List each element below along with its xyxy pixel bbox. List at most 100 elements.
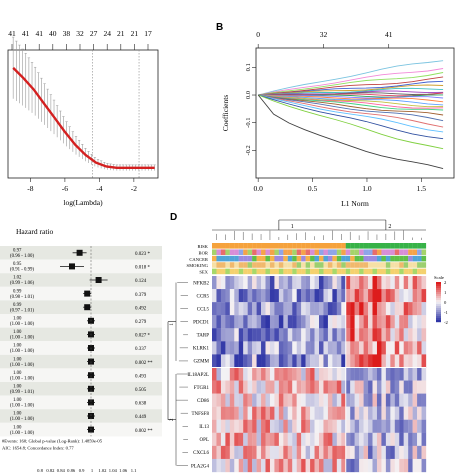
heat-cell-7-30 [345,367,351,381]
heat-cell-9-7 [243,393,248,407]
heat-cell-2-45 [412,302,418,316]
heat-cell-4-21 [305,328,311,342]
gene-label-opl: OPL [200,438,209,443]
heat-cell-2-0 [212,302,217,316]
heat-cell-14-21 [305,458,311,473]
heat-cell-7-3 [225,367,230,381]
annotation-cell-3-23 [314,262,320,268]
annotation-cell-1-13 [269,249,275,255]
heat-cell-10-46 [417,406,422,420]
heat-cell-3-6 [238,315,244,329]
heat-cell-5-19 [296,341,302,355]
heat-cell-14-16 [283,458,288,473]
heat-cell-5-5 [234,341,239,355]
heat-cell-6-20 [301,354,306,368]
forest-pvalue-11: 0.638 [135,402,147,407]
annotation-cell-0-13 [269,243,275,249]
heat-cell-6-44 [408,354,413,368]
heat-cell-13-18 [292,445,297,460]
heat-cell-13-28 [336,445,342,460]
annotation-cell-1-34 [363,249,369,255]
annotation-cell-0-38 [381,243,386,249]
annotation-cell-3-15 [278,262,284,268]
heat-cell-7-45 [412,367,418,381]
heat-cell-13-38 [381,445,387,460]
heat-cell-14-27 [332,458,337,473]
dendrogram-root [278,219,387,230]
heat-cell-6-14 [274,354,280,368]
heat-cell-14-8 [247,458,253,473]
annotation-cell-4-18 [292,268,297,275]
heat-cell-12-14 [274,432,280,447]
annotation-cell-4-10 [256,268,262,275]
annotation-cell-3-44 [408,262,413,268]
legend-swatch-2 [436,286,441,289]
panel-a-x-tick-0: -8 [27,184,33,193]
heat-cell-4-28 [336,328,342,342]
legend-swatch-3 [436,288,441,291]
heat-cell-2-22 [310,302,315,316]
heat-cell-13-14 [274,445,280,460]
heat-cell-8-1 [216,380,222,394]
heat-cell-0-38 [381,276,387,290]
panel-b-top-tick-2: 41 [385,30,393,39]
legend-swatch-17 [436,316,441,319]
heat-cell-14-11 [261,458,266,473]
heat-cell-11-16 [283,419,288,433]
heat-cell-0-39 [385,276,391,290]
annotation-cell-0-31 [350,243,355,249]
heat-cell-1-42 [399,289,404,303]
heat-cell-1-33 [359,289,364,303]
annotation-cell-4-17 [287,268,293,275]
heat-cell-6-37 [376,354,382,368]
heat-cell-3-18 [292,315,297,329]
heat-cell-11-40 [390,419,395,433]
legend-swatch-13 [436,308,441,311]
legend-swatch-9 [436,300,441,303]
heat-cell-0-7 [243,276,248,290]
annotation-cell-4-6 [238,268,244,275]
annotation-cell-3-30 [345,262,351,268]
heat-cell-8-17 [287,380,293,394]
heat-cell-12-35 [368,432,373,447]
heat-cell-10-26 [327,406,333,420]
panel-d-label: D [170,212,177,223]
annotation-cell-2-43 [403,255,409,262]
heat-cell-12-39 [385,432,391,447]
gene-label-tnfsf8: TNFSF8 [191,412,209,417]
heat-cell-8-19 [296,380,302,394]
heat-cell-5-37 [376,341,382,355]
annotation-cell-0-14 [274,243,279,249]
annotation-cell-4-45 [412,268,418,275]
legend-swatch-16 [436,314,441,317]
annotation-cell-2-6 [238,255,244,262]
heat-cell-9-39 [385,393,391,407]
heat-cell-0-18 [292,276,297,290]
annotation-cell-3-7 [243,262,248,268]
annotation-cell-0-18 [292,243,297,249]
heat-cell-4-34 [363,328,369,342]
heat-cell-10-31 [350,406,355,420]
forest-hr-10: 1.00 [13,385,22,390]
heat-cell-12-22 [310,432,315,447]
heat-cell-14-24 [319,458,324,473]
forest-point-1 [69,263,75,270]
heat-cell-12-8 [247,432,253,447]
annotation-cell-4-37 [376,268,382,275]
forest-x-tick-1: 0.82 [46,468,55,473]
annotation-cell-3-27 [332,262,337,268]
heat-cell-9-42 [399,393,404,407]
heat-cell-1-43 [403,289,409,303]
heat-cell-13-20 [301,445,306,460]
heat-cell-1-45 [412,289,418,303]
heat-cell-2-31 [350,302,355,316]
heat-cell-12-21 [305,432,311,447]
heat-cell-10-3 [225,406,230,420]
heat-cell-1-29 [341,289,346,303]
heat-cell-9-31 [350,393,355,407]
heat-cell-2-20 [301,302,306,316]
annotation-cell-1-38 [381,249,386,255]
heat-cell-7-46 [417,367,422,381]
annotation-cell-0-15 [278,243,284,249]
heat-cell-10-19 [296,406,302,420]
